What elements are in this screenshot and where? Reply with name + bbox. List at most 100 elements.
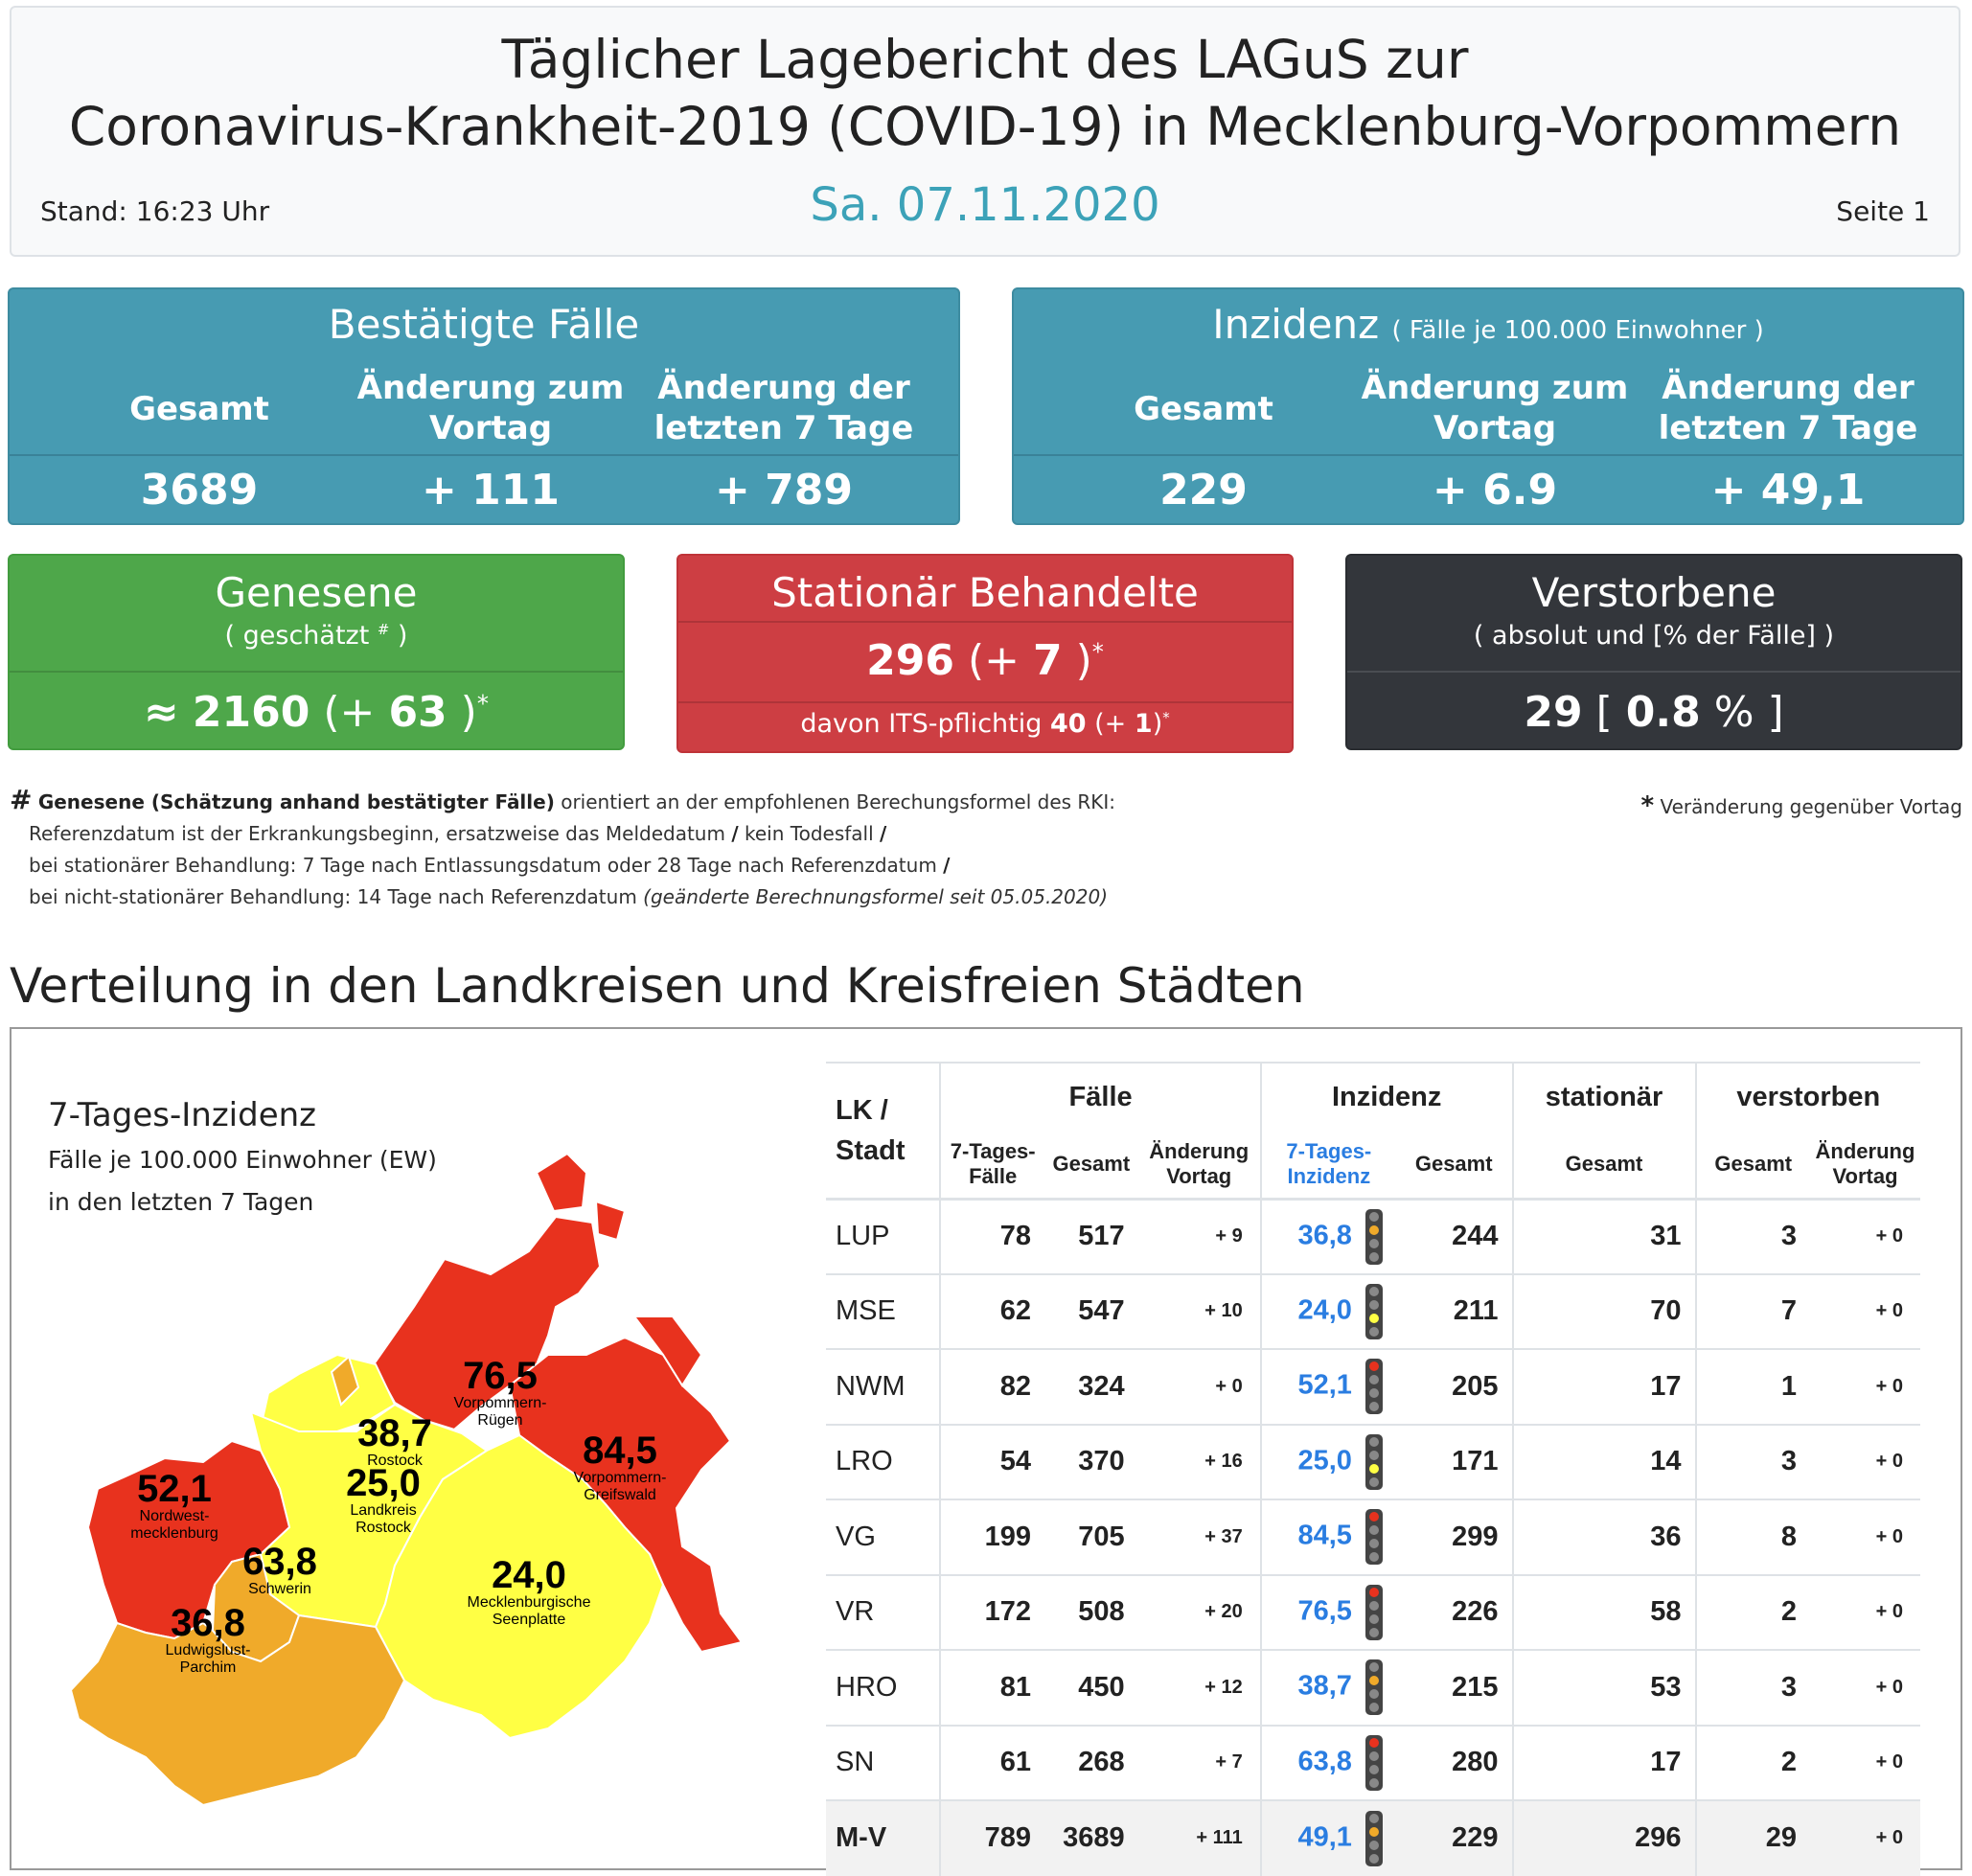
district-code: MSE	[826, 1272, 941, 1349]
divider	[1347, 671, 1961, 673]
table-row: M-V 789 3689 + 111 49,1 229 296 29 + 0	[826, 1799, 1920, 1876]
deaths-title: Verstorbene	[1531, 569, 1777, 616]
header-inzidenz: Inzidenz	[1259, 1062, 1513, 1132]
district-code: HRO	[826, 1649, 941, 1726]
district-code: NWM	[826, 1348, 941, 1425]
map-title: 7-Tages-Inzidenz	[48, 1096, 317, 1134]
district-code: M-V	[826, 1799, 941, 1876]
header-stationaer: stationär	[1511, 1062, 1696, 1132]
deaths-value: 29 [ 0.8 % ]	[1524, 688, 1784, 737]
divider	[1014, 454, 1962, 456]
incidence-total: 244	[1395, 1198, 1513, 1274]
recovered-title: Genesene	[215, 569, 418, 616]
map-region-ludwigslust-parchim	[69, 1613, 406, 1807]
deaths-total: 2	[1694, 1724, 1810, 1800]
hospitalized-title: Stationär Behandelte	[771, 569, 1199, 616]
confirmed-total-value: 3689	[140, 466, 259, 515]
deaths-change: + 0	[1809, 1573, 1920, 1650]
map-label-schwerin: 63,8 Schwerin	[242, 1541, 317, 1597]
map-label-vorpommern-greifswald: 84,5 Vorpommern- Greifswald	[573, 1430, 667, 1503]
cases-total: 547	[1043, 1272, 1138, 1349]
cases-change: + 9	[1137, 1198, 1261, 1274]
district-code: LRO	[826, 1423, 941, 1499]
traffic-light-icon	[1364, 1509, 1383, 1566]
deaths-change: + 0	[1809, 1423, 1920, 1499]
hospitalized-total: 36	[1511, 1499, 1696, 1575]
header-verstorben: verstorben	[1694, 1062, 1920, 1132]
deaths-total: 3	[1694, 1649, 1810, 1726]
deaths-total: 3	[1694, 1198, 1810, 1274]
district-code: VG	[826, 1499, 941, 1575]
hospitalized-total: 31	[1511, 1198, 1696, 1274]
cases-7day: 54	[939, 1423, 1044, 1499]
hospitalized-total: 53	[1511, 1649, 1696, 1726]
subheader-7t-inzidenz: 7-Tages- Inzidenz	[1259, 1132, 1396, 1201]
traffic-light-icon	[1364, 1659, 1383, 1716]
confirmed-col-change-week: Änderung der letzten 7 Tage	[654, 369, 914, 447]
map-label-seenplatte: 24,0 Mecklenburgische Seenplatte	[467, 1554, 591, 1628]
subheader-faelle-gesamt: Gesamt	[1043, 1132, 1138, 1201]
cases-total: 508	[1043, 1573, 1138, 1650]
cases-change: + 7	[1137, 1724, 1261, 1800]
footnote-change: * Veränderung gegenüber Vortag	[1640, 791, 1963, 820]
hospitalized-total: 17	[1511, 1724, 1696, 1800]
deaths-change: + 0	[1809, 1499, 1920, 1575]
deaths-total: 7	[1694, 1272, 1810, 1349]
deaths-change: + 0	[1809, 1724, 1920, 1800]
deaths-subtitle: ( absolut und [% der Fälle] )	[1473, 621, 1835, 651]
cases-total: 324	[1043, 1348, 1138, 1425]
cases-change: + 111	[1137, 1799, 1261, 1876]
incidence-col-change-day: Änderung zum Vortag	[1361, 369, 1629, 447]
traffic-light-icon	[1364, 1584, 1383, 1640]
hospitalized-total: 296	[1511, 1799, 1696, 1876]
cases-total: 450	[1043, 1649, 1138, 1726]
incidence-total: 171	[1395, 1423, 1513, 1499]
deaths-change: + 0	[1809, 1272, 1920, 1349]
district-code: VR	[826, 1573, 941, 1650]
confirmed-change-day-value: + 111	[421, 466, 561, 515]
cases-7day: 82	[939, 1348, 1044, 1425]
incidence-7day: 38,7	[1259, 1649, 1396, 1726]
report-date: Sa. 07.11.2020	[810, 178, 1160, 232]
map-label-nordwestmecklenburg: 52,1 Nordwest-mecklenburg	[130, 1468, 218, 1542]
cases-change: + 16	[1137, 1423, 1261, 1499]
incidence-subtitle: ( Fälle je 100.000 Einwohner )	[1391, 316, 1764, 345]
section-title: Verteilung in den Landkreisen und Kreisf…	[10, 958, 1305, 1014]
report-time: Stand: 16:23 Uhr	[40, 195, 270, 227]
subheader-stationaer-gesamt: Gesamt	[1511, 1132, 1696, 1201]
district-code: SN	[826, 1724, 941, 1800]
incidence-7day: 36,8	[1259, 1198, 1396, 1274]
divider	[10, 454, 958, 456]
deaths-total: 3	[1694, 1423, 1810, 1499]
hospitalized-total: 58	[1511, 1573, 1696, 1650]
cases-change: + 0	[1137, 1348, 1261, 1425]
confirmed-change-week-value: + 789	[714, 466, 854, 515]
incidence-7day: 25,0	[1259, 1423, 1396, 1499]
map-subtitle-2: in den letzten 7 Tagen	[48, 1188, 314, 1216]
incidence-7day: 63,8	[1259, 1724, 1396, 1800]
cases-change: + 37	[1137, 1499, 1261, 1575]
hospitalized-total: 17	[1511, 1348, 1696, 1425]
cases-total: 370	[1043, 1423, 1138, 1499]
cases-total: 705	[1043, 1499, 1138, 1575]
report-title-line2: Coronavirus-Krankheit-2019 (COVID-19) in…	[68, 96, 1902, 157]
recovered-subtitle: ( geschätzt # )	[224, 621, 408, 651]
cases-7day: 199	[939, 1499, 1044, 1575]
recovered-value: ≈ 2160 (+ 63 )*	[144, 688, 489, 737]
incidence-total: 211	[1395, 1272, 1513, 1349]
incidence-change-week-value: + 49,1	[1710, 466, 1866, 515]
incidence-total: 299	[1395, 1499, 1513, 1575]
incidence-panel: Inzidenz ( Fälle je 100.000 Einwohner ) …	[1012, 287, 1964, 525]
incidence-total: 229	[1395, 1799, 1513, 1876]
incidence-total: 215	[1395, 1649, 1513, 1726]
map-subtitle-1: Fälle je 100.000 Einwohner (EW)	[48, 1146, 437, 1174]
map-label-rostock: 38,7 Rostock	[357, 1412, 432, 1469]
confirmed-cases-panel: Bestätigte Fälle Gesamt Änderung zum Vort…	[8, 287, 960, 525]
table-row: VR 172 508 + 20 76,5 226 58 2 + 0	[826, 1573, 1920, 1650]
report-title-line1: Täglicher Lagebericht des LAGuS zur	[501, 29, 1469, 90]
deaths-total: 8	[1694, 1499, 1810, 1575]
map-label-vorpommern-ruegen: 76,5 Vorpommern- Rügen	[453, 1355, 547, 1429]
subheader-verstorben-aenderung: Änderung Vortag	[1809, 1132, 1920, 1201]
district-table: LK / Stadt Fälle Inzidenz stationär verst…	[826, 1062, 1920, 1876]
divider	[678, 621, 1292, 623]
